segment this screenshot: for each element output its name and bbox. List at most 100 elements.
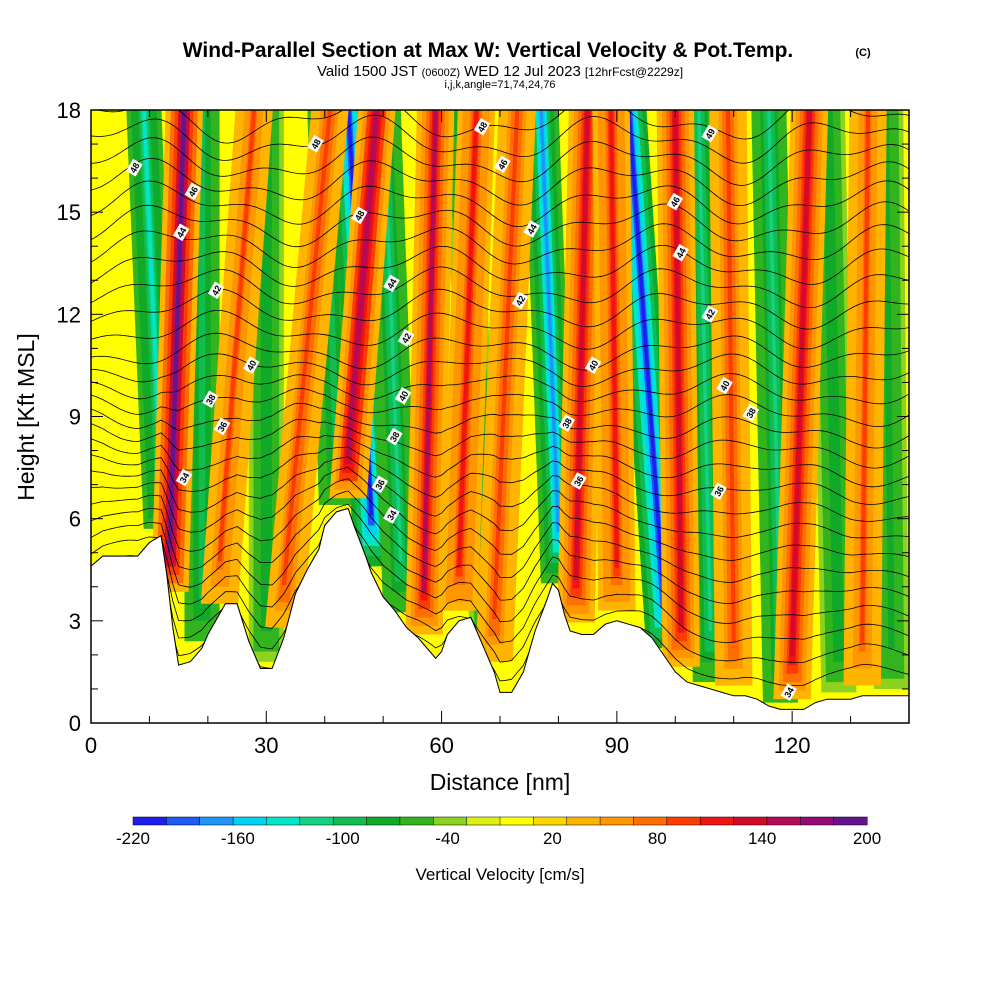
updraft-band-3-5 bbox=[346, 110, 379, 456]
x-tick-label: 0 bbox=[85, 733, 97, 758]
theta-label-text: 40 bbox=[718, 379, 732, 393]
x-tick-label: 120 bbox=[774, 733, 811, 758]
theta-label-13: 38 bbox=[386, 427, 403, 446]
updraft-band-2-5 bbox=[281, 110, 332, 586]
updraft-band-6-5 bbox=[492, 110, 520, 620]
theta-line-7 bbox=[91, 466, 909, 539]
colorbar-swatch-9 bbox=[433, 816, 468, 826]
colorbar-label: -40 bbox=[435, 829, 460, 848]
colorbar-label: -100 bbox=[326, 829, 360, 848]
downdraft-band-2-5 bbox=[264, 110, 269, 611]
x-tick-labels: 0 30 60 90 120 bbox=[85, 733, 811, 758]
theta-line-2 bbox=[91, 508, 909, 643]
theta-label-bg bbox=[202, 390, 219, 409]
theta-label-bg bbox=[213, 417, 231, 436]
valid-time-line: Valid 1500 JST (0600Z) WED 12 Jul 2023 [12h… bbox=[317, 63, 683, 80]
theta-label-text: 48 bbox=[353, 209, 367, 223]
colorbar-swatch-7 bbox=[366, 816, 401, 826]
downdraft-band-1-5 bbox=[200, 110, 204, 591]
theta-label-text: 46 bbox=[668, 195, 682, 209]
theta-line-21 bbox=[91, 223, 909, 268]
y-tick-labels: 0 3 6 9 12 15 18 bbox=[57, 98, 81, 736]
theta-line-10 bbox=[91, 434, 909, 488]
theta-label-5: 38 bbox=[202, 390, 219, 409]
theta-label-text: 34 bbox=[782, 686, 796, 700]
theta-label-text: 38 bbox=[204, 393, 218, 407]
theta-label-17: 46 bbox=[494, 155, 511, 174]
plot-area: 48 46 44 42 40 38 36 34 48 48 44 42 40 38 36 34 48 46 44 42… bbox=[91, 110, 909, 723]
theta-label-bg bbox=[351, 206, 368, 225]
theta-label-text: 42 bbox=[703, 307, 717, 321]
theta-label-18: 44 bbox=[523, 220, 540, 238]
theta-label-21: 38 bbox=[558, 414, 576, 432]
colorbar-swatch-21 bbox=[833, 816, 868, 826]
theta-label-text: 36 bbox=[712, 485, 726, 499]
theta-label-text: 42 bbox=[514, 294, 528, 308]
theta-label-text: 38 bbox=[744, 406, 758, 420]
colorbar-title: Vertical Velocity [cm/s] bbox=[415, 865, 584, 884]
colorbar-swatch-8 bbox=[399, 816, 434, 826]
colorbar-swatch-5 bbox=[299, 816, 334, 826]
theta-line-25 bbox=[91, 136, 909, 186]
valid-utc: (0600Z) bbox=[422, 67, 461, 79]
theta-label-bg bbox=[207, 281, 225, 300]
grid-info: i,j,k,angle=71,74,24,76 bbox=[444, 79, 555, 91]
y-axis-label: Height [Kft MSL] bbox=[13, 333, 39, 500]
theta-label-bg bbox=[511, 291, 529, 310]
theta-label-bg bbox=[386, 427, 403, 446]
colorbar-swatch-11 bbox=[499, 816, 534, 826]
theta-line-17 bbox=[91, 310, 909, 350]
downdraft-band-9-5 bbox=[697, 110, 713, 632]
theta-label-text: 48 bbox=[476, 120, 490, 134]
colorbar-swatch-14 bbox=[599, 816, 635, 826]
theta-label-26: 42 bbox=[701, 305, 719, 323]
colorbar-swatch-20 bbox=[800, 816, 835, 826]
axis-ticks bbox=[90, 109, 910, 724]
chart-title: Wind-Parallel Section at Max W: Vertical… bbox=[183, 39, 794, 62]
theta-label-bg bbox=[473, 117, 491, 136]
updraft-band-8-5 bbox=[609, 110, 619, 569]
theta-line-20 bbox=[91, 245, 909, 287]
theta-line-5 bbox=[91, 490, 909, 583]
theta-label-text: 48 bbox=[309, 137, 323, 151]
colorbar bbox=[132, 816, 868, 826]
theta-label-text: 44 bbox=[385, 277, 399, 291]
updraft-band-9-5 bbox=[673, 110, 684, 625]
theta-label-3: 42 bbox=[207, 281, 225, 300]
y-tick-label: 9 bbox=[69, 405, 81, 430]
theta-line-12 bbox=[91, 402, 909, 449]
theta-label-bg bbox=[243, 356, 260, 374]
colorbar-swatch-16 bbox=[666, 816, 701, 826]
colorbar-swatch-13 bbox=[566, 816, 601, 826]
valid-date: WED 12 Jul 2023 bbox=[464, 63, 581, 80]
theta-label-bg bbox=[742, 404, 760, 422]
theta-label-23: 49 bbox=[701, 124, 719, 143]
theta-label-bg bbox=[307, 135, 324, 153]
theta-label-text: 44 bbox=[525, 222, 539, 236]
colorbar-swatch-17 bbox=[699, 816, 735, 826]
colorbar-label: 200 bbox=[853, 829, 881, 848]
theta-label-0: 48 bbox=[126, 158, 143, 177]
updraft-band-5-5 bbox=[457, 110, 479, 569]
theta-line-16 bbox=[91, 332, 909, 371]
updraft-band-4-5 bbox=[421, 110, 438, 592]
theta-label-11: 42 bbox=[397, 329, 415, 347]
theta-label-bg bbox=[666, 192, 684, 211]
theta-label-bg bbox=[184, 182, 202, 201]
colorbar-labels: -220 -160 -100 -40 20 80 140 200 bbox=[116, 829, 881, 848]
theta-line-3 bbox=[91, 508, 909, 624]
theta-label-9: 48 bbox=[351, 206, 368, 225]
theta-label-text: 46 bbox=[496, 158, 510, 172]
theta-label-text: 46 bbox=[186, 185, 200, 199]
colorbar-label: 80 bbox=[648, 829, 667, 848]
theta-label-text: 40 bbox=[587, 359, 601, 373]
colorbar-swatch-10 bbox=[466, 816, 501, 826]
theta-line-15 bbox=[91, 353, 909, 387]
updraft-band-1-5 bbox=[217, 110, 257, 562]
x-tick-label: 30 bbox=[254, 733, 278, 758]
theta-label-bg bbox=[126, 158, 143, 177]
y-tick-label: 15 bbox=[57, 200, 81, 225]
theta-line-11 bbox=[91, 419, 909, 469]
